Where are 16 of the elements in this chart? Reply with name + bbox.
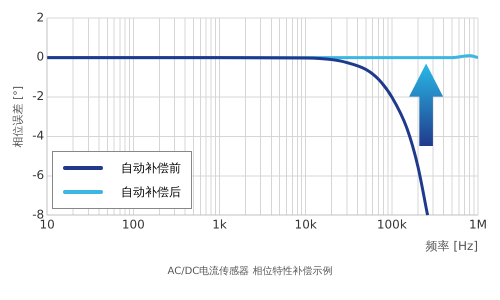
y-tick-label: 2 [36, 10, 44, 24]
legend-label: 自动补偿后 [121, 184, 182, 201]
y-tick-label: -4 [32, 128, 44, 143]
y-tick-label: -2 [32, 89, 44, 104]
legend-label: 自动补偿前 [121, 160, 182, 177]
x-tick-label: 1M [469, 218, 487, 232]
x-tick-label: 10k [294, 218, 317, 232]
y-axis-title: 相位误差 [°] [11, 86, 24, 148]
x-tick-label: 10 [40, 218, 55, 232]
y-tick-label: -6 [32, 168, 44, 182]
y-tick-label: 0 [36, 50, 44, 64]
x-tick-label: 100 [122, 218, 145, 232]
text: AC/DC电流传感器 相位特性补偿示例 [166, 264, 334, 278]
x-tick-label: 1k [212, 218, 227, 232]
x-axis-title: 频率 [Hz] [426, 238, 478, 253]
x-tick-label: 100k [376, 218, 407, 232]
